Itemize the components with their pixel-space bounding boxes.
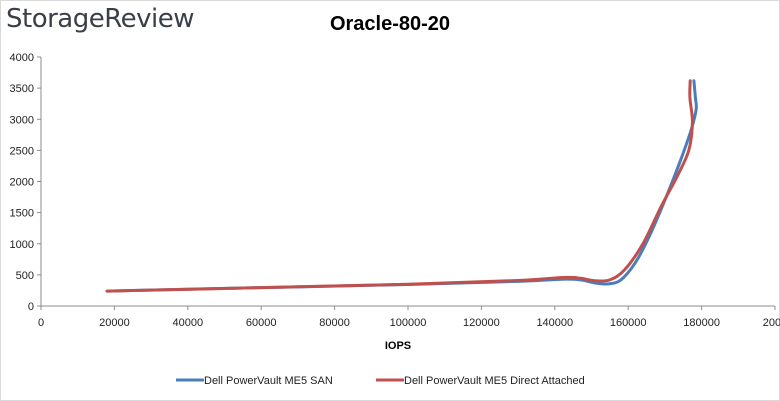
x-tick-label: 2000 bbox=[763, 317, 780, 329]
series-layer bbox=[105, 79, 698, 293]
y-tick-label: 2500 bbox=[10, 145, 34, 157]
series-line-1 bbox=[105, 79, 698, 293]
y-tick-label: 3000 bbox=[10, 114, 34, 126]
x-tick-label: 120000 bbox=[463, 317, 500, 329]
storagereview-logo: StorageReview bbox=[6, 4, 195, 34]
chart-title: Oracle-80-20 bbox=[329, 13, 451, 35]
x-tick-label: 140000 bbox=[536, 317, 573, 329]
x-tick-label: 20000 bbox=[99, 317, 130, 329]
y-tick-label: 4000 bbox=[10, 52, 34, 64]
legend-label-1: Dell PowerVault ME5 SAN bbox=[204, 375, 333, 387]
y-tick-label: 0 bbox=[28, 301, 34, 313]
x-axis-label: IOPS bbox=[385, 340, 411, 352]
y-tick-label: 500 bbox=[16, 270, 34, 282]
x-tick-label: 100000 bbox=[390, 317, 427, 329]
x-tick-label: 80000 bbox=[319, 317, 350, 329]
x-tick-label: 60000 bbox=[246, 317, 277, 329]
y-tick-label: 1500 bbox=[10, 208, 34, 220]
legend-label-2: Dell PowerVault ME5 Direct Attached bbox=[404, 375, 585, 387]
x-tick-label: 180000 bbox=[683, 317, 720, 329]
series-line-2 bbox=[105, 79, 694, 293]
y-tick-label: 3500 bbox=[10, 83, 34, 95]
y-tick-label: 2000 bbox=[10, 177, 34, 189]
x-tick-label: 40000 bbox=[173, 317, 204, 329]
x-tick-label: 0 bbox=[38, 317, 44, 329]
legend: Dell PowerVault ME5 SAN Dell PowerVault M… bbox=[176, 375, 585, 387]
y-tick-label: 1000 bbox=[10, 239, 34, 251]
x-tick-label: 160000 bbox=[610, 317, 647, 329]
